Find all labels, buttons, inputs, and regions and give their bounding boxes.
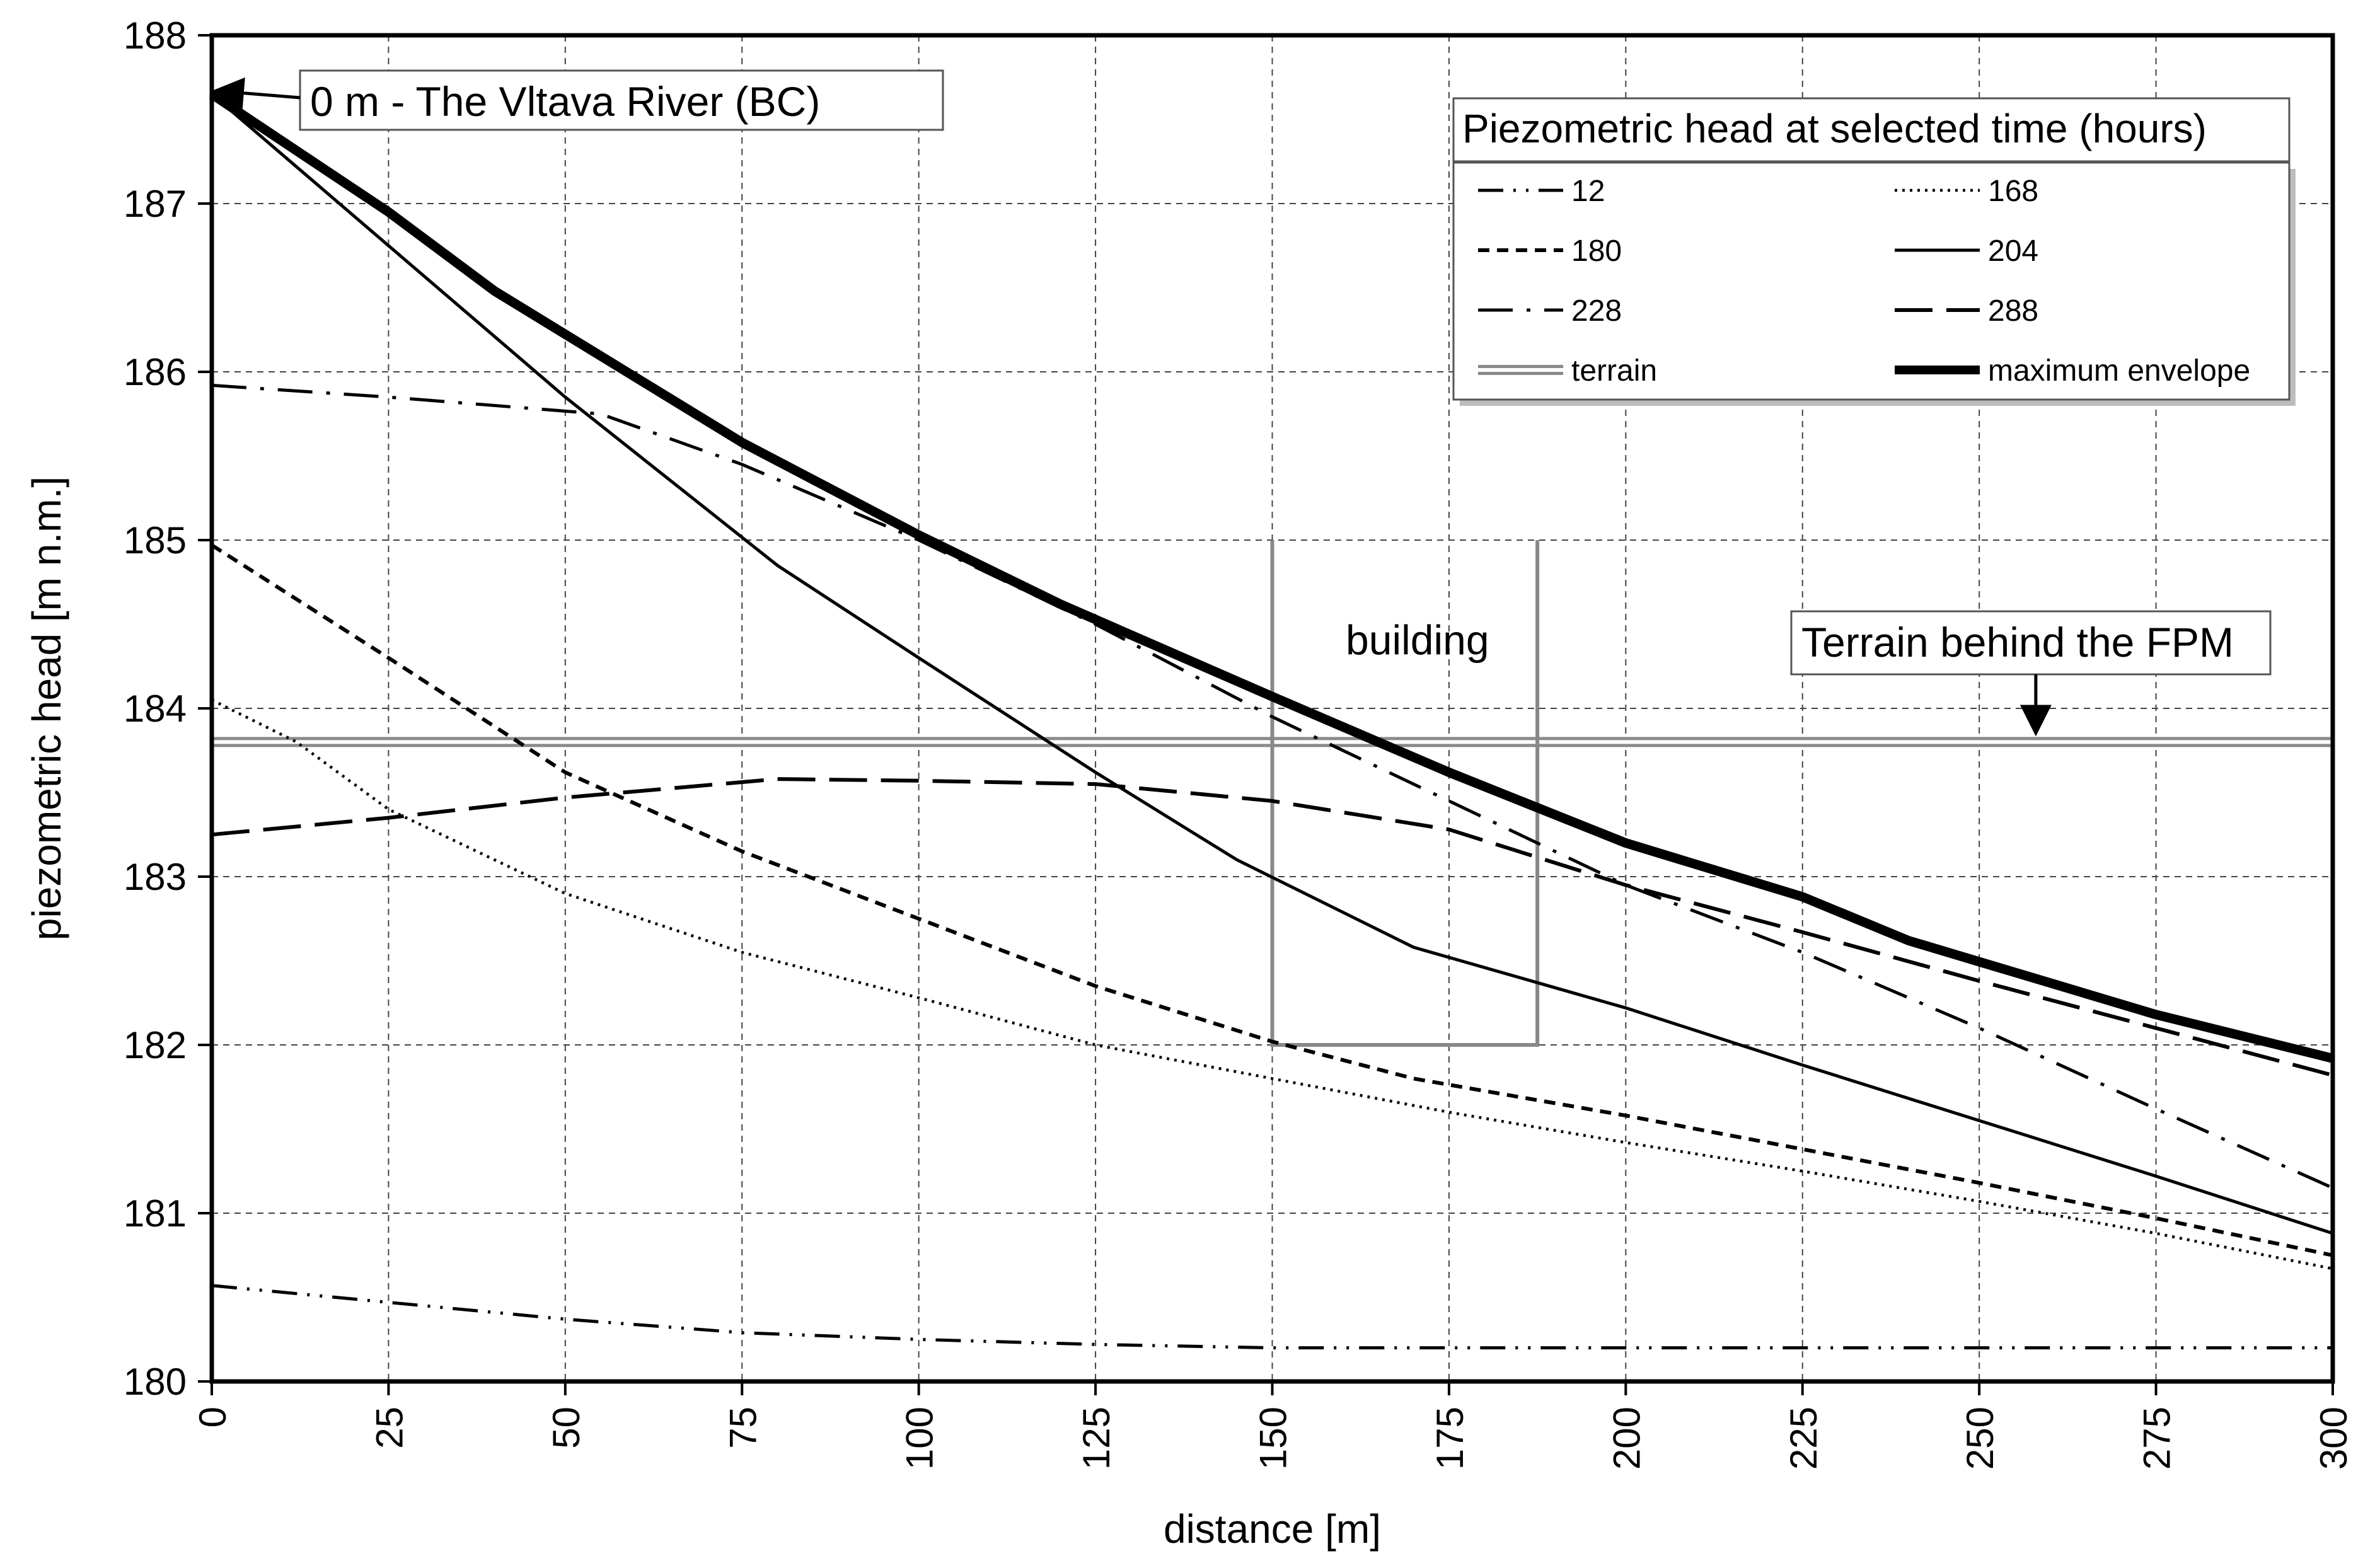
legend-label-204: 204 xyxy=(1988,234,2038,268)
x-tick-label: 200 xyxy=(1605,1407,1648,1470)
terrain-annotation-text: Terrain behind the FPM xyxy=(1801,619,2234,666)
y-tick-label: 185 xyxy=(124,519,187,562)
legend-label-180: 180 xyxy=(1571,234,1622,268)
x-tick-label: 150 xyxy=(1252,1407,1295,1470)
legend-entries: 12 168 180 204 228 288 terrain maximum envelope xyxy=(1478,175,2250,388)
series-line-228 xyxy=(211,383,2334,1190)
river-annotation-box xyxy=(299,69,944,131)
y-tick-label: 182 xyxy=(124,1024,187,1066)
y-tick-label: 180 xyxy=(124,1361,187,1403)
x-tick-label: 175 xyxy=(1429,1407,1471,1470)
terrain-annotation-box xyxy=(1790,610,2272,676)
x-tick-label: 50 xyxy=(545,1407,587,1449)
legend-label-168: 168 xyxy=(1988,175,2038,208)
y-axis-label: piezometric head [m n.m.] xyxy=(24,476,69,940)
x-tick-label: 125 xyxy=(1075,1407,1118,1470)
x-tick-label: 25 xyxy=(368,1407,410,1449)
x-tick-label: 0 xyxy=(192,1407,234,1427)
x-tick-label: 300 xyxy=(2313,1407,2355,1470)
series-line-288 xyxy=(211,777,2333,1077)
y-tick-label: 184 xyxy=(124,688,187,730)
building-label: building xyxy=(1346,617,1489,664)
x-tick-label: 75 xyxy=(722,1407,764,1449)
series-line-maximum-envelope xyxy=(209,90,2334,1063)
y-tick-label: 187 xyxy=(124,183,187,225)
terrain-annotation: Terrain behind the FPM xyxy=(1790,610,2272,737)
legend-title: Piezometric head at selected time (hours… xyxy=(1462,106,2207,151)
x-tick-label: 275 xyxy=(2136,1407,2178,1470)
axis-ticks: 0 25 50 75 100 125 150 175 200 225 250 275 300 180 181… xyxy=(124,14,2355,1470)
series-lines xyxy=(209,90,2334,1350)
legend-label-maximum-envelope: maximum envelope xyxy=(1988,354,2250,388)
y-tick-label: 181 xyxy=(124,1192,187,1235)
y-tick-label: 188 xyxy=(124,14,187,57)
x-tick-label: 100 xyxy=(899,1407,941,1470)
y-tick-label: 186 xyxy=(124,351,187,393)
x-tick-label: 225 xyxy=(1782,1407,1825,1470)
series-line-12 xyxy=(211,1284,2333,1350)
river-annotation: 0 m - The Vltava River (BC) xyxy=(212,69,944,131)
legend-label-terrain: terrain xyxy=(1571,354,1657,388)
legend: Piezometric head at selected time (hours… xyxy=(1452,97,2296,406)
legend-box xyxy=(1452,161,2291,401)
series-line-204 xyxy=(211,93,2333,1235)
y-tick-label: 183 xyxy=(124,856,187,898)
series-line-168 xyxy=(211,698,2333,1271)
river-annotation-arrow xyxy=(212,77,301,109)
series-line-180 xyxy=(211,543,2333,1257)
building-walls xyxy=(1270,540,1540,1047)
x-axis-label: distance [m] xyxy=(1164,1506,1381,1552)
legend-label-228: 228 xyxy=(1571,294,1622,328)
building-outline xyxy=(1270,540,1540,1047)
legend-label-12: 12 xyxy=(1571,175,1605,208)
legend-label-288: 288 xyxy=(1988,294,2038,328)
legend-title-box xyxy=(1452,97,2291,163)
river-annotation-text: 0 m - The Vltava River (BC) xyxy=(310,78,820,125)
x-tick-label: 250 xyxy=(1959,1407,2001,1470)
